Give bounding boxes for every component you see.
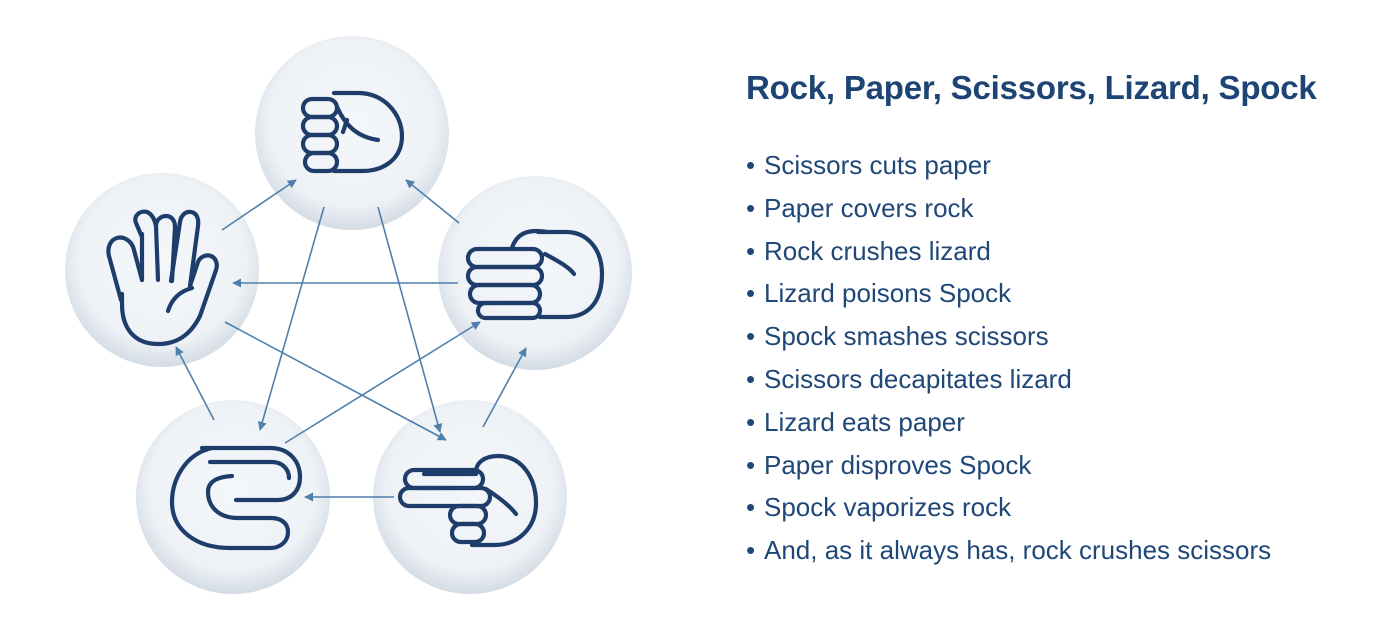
rule-text: Spock vaporizes rock	[764, 492, 1012, 523]
bullet-icon: •	[746, 150, 756, 180]
bullet-icon: •	[746, 406, 756, 437]
list-item: • And, as it always has, rock crushes sci…	[746, 529, 1386, 572]
list-item: • Lizard eats paper	[746, 401, 1386, 444]
arrow-rock-crushes-lizard	[257, 206, 325, 431]
scissors-node	[373, 400, 567, 594]
spock-node	[65, 173, 259, 367]
bullet-icon: •	[746, 278, 756, 309]
lizard-node	[136, 400, 330, 594]
arrow-lizard-poisons-spock	[175, 346, 215, 421]
rpsls-diagram	[65, 36, 632, 594]
rule-text: Paper covers rock	[764, 192, 974, 223]
list-item: • Paper disproves Spock	[746, 444, 1386, 487]
bullet-icon: •	[746, 449, 756, 480]
rule-text: Scissors cuts paper	[764, 150, 991, 180]
vulcan-salute-spock-icon	[106, 209, 219, 347]
two-fingers-scissors-icon	[397, 453, 539, 548]
rule-text: Rock crushes lizard	[764, 235, 991, 266]
rules-list: • Scissors cuts paper • Paper covers rock …	[746, 144, 1386, 572]
arrow-lizard-eats-paper	[284, 321, 481, 444]
list-item: • Lizard poisons Spock	[746, 272, 1386, 315]
rule-text: Lizard eats paper	[764, 406, 965, 437]
list-item: • Scissors decapitates lizard	[746, 358, 1386, 401]
rule-text: Scissors decapitates lizard	[764, 363, 1072, 394]
list-item: • Paper covers rock	[746, 187, 1386, 230]
fist-rock-icon	[300, 90, 405, 174]
paper-node	[438, 176, 632, 370]
rule-text: Paper disproves Spock	[764, 449, 1032, 480]
bullet-icon: •	[746, 321, 756, 352]
arrow-spock-vaporizes-rock	[221, 179, 297, 231]
list-item: • Spock vaporizes rock	[746, 486, 1386, 529]
rule-text: Lizard poisons Spock	[764, 278, 1012, 309]
bullet-icon: •	[746, 192, 756, 223]
rule-text: Spock smashes scissors	[764, 321, 1049, 352]
rules-panel: Rock, Paper, Scissors, Lizard, Spock • Sc…	[746, 66, 1386, 572]
arrow-rock-crushes-scissors	[377, 206, 443, 433]
list-item: • Rock crushes lizard	[746, 230, 1386, 273]
page-title: Rock, Paper, Scissors, Lizard, Spock	[746, 69, 1317, 106]
arrow-spock-smashes-scissors	[224, 321, 447, 441]
bullet-icon: •	[746, 235, 756, 266]
arrow-paper-covers-rock	[405, 179, 460, 224]
flat-hand-paper-icon	[465, 228, 605, 321]
arrow-scissors-cuts-paper	[482, 347, 527, 428]
list-item: • Scissors cuts paper	[746, 144, 1386, 187]
arrows	[175, 179, 527, 502]
node-circles	[65, 36, 632, 594]
bullet-icon: •	[746, 363, 756, 394]
list-item: • Spock smashes scissors	[746, 315, 1386, 358]
bullet-icon: •	[746, 535, 756, 566]
rule-text: And, as it always has, rock crushes scis…	[764, 535, 1272, 566]
bullet-icon: •	[746, 492, 756, 523]
lizard-hand-icon	[169, 445, 303, 551]
rock-node	[255, 36, 449, 230]
